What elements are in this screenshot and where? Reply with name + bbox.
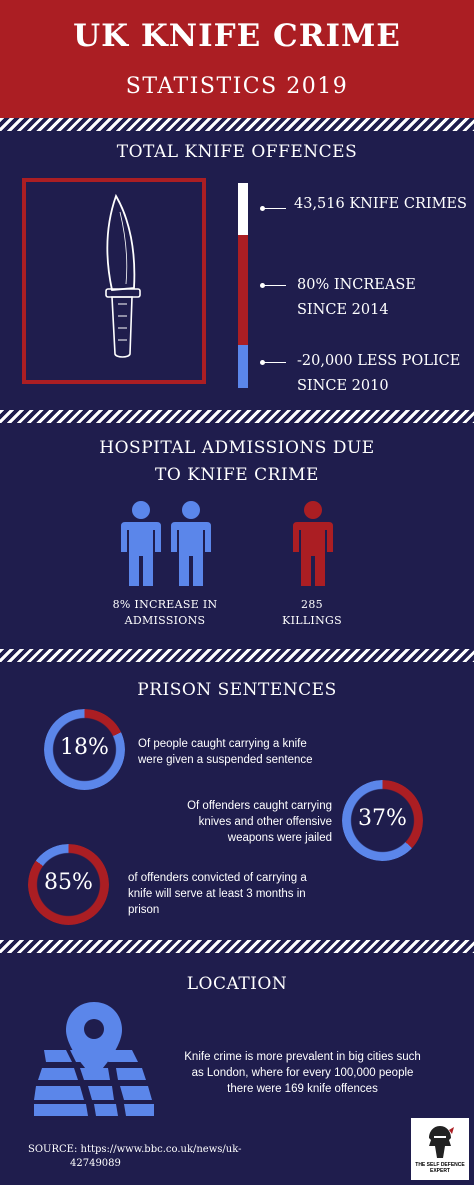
source-line1: SOURCE: https://www.bbc.co.uk/news/uk- [28, 1144, 242, 1155]
stat-pointer [260, 360, 286, 365]
percent-label: 18% [60, 735, 109, 760]
hospital-title-line2: TO KNIFE CRIME [155, 465, 319, 485]
stat-increase: 80% INCREASE [297, 277, 416, 293]
location-text-line1: Knife crime is more prevalent in big cit… [184, 1051, 421, 1063]
stat-pointer [260, 283, 286, 288]
prison-desc-line2: were given a suspended sentence [138, 754, 313, 766]
admissions-caption-line1: 8% INCREASE IN [112, 598, 218, 611]
stat-knife-crimes: 43,516 KNIFE CRIMES [294, 196, 467, 212]
location-text-line3: there were 169 knife offences [227, 1083, 378, 1095]
prison-desc-line3: weapons were jailed [227, 832, 332, 844]
prison-title: PRISON SENTENCES [137, 680, 337, 700]
divider [0, 118, 474, 131]
percent-ring: 18% [44, 709, 125, 790]
prison-desc-line2: knife will serve at least 3 months in [128, 888, 306, 900]
divider [0, 649, 474, 662]
prison-desc-line1: Of offenders caught carrying [187, 800, 332, 812]
divider [0, 940, 474, 953]
stat-pointer [260, 206, 286, 211]
brand-name-line1: THE SELF DEFENCE [415, 1162, 465, 1168]
prison-desc-line3: prison [128, 904, 160, 916]
stat-bar [238, 183, 248, 388]
location-text: Knife crime is more prevalent in big cit… [170, 1049, 435, 1097]
prison-desc-line1: of offenders convicted of carrying a [128, 872, 307, 884]
page-subtitle: STATISTICS 2019 [125, 74, 349, 99]
header-banner [0, 0, 474, 118]
offences-title: TOTAL KNIFE OFFENCES [116, 142, 358, 162]
knife-icon [105, 193, 141, 358]
brand-name: THE SELF DEFENCE EXPERT [411, 1162, 469, 1174]
killings-label: KILLINGS [282, 614, 342, 627]
brand-name-line2: EXPERT [429, 1168, 450, 1174]
prison-desc-line2: knives and other offensive [198, 816, 332, 828]
percent-ring: 85% [28, 844, 109, 925]
person-icon [171, 501, 211, 586]
source-line2: 42749089 [70, 1158, 121, 1169]
percent-label: 85% [44, 870, 93, 895]
knife-frame [22, 178, 206, 384]
person-icon [293, 501, 333, 586]
stat-increase-since: SINCE 2014 [297, 302, 389, 318]
hospital-title-line1: HOSPITAL ADMISSIONS DUE [99, 438, 375, 458]
map-pin-icon [66, 1002, 122, 1078]
stat-police-since: SINCE 2010 [297, 378, 389, 394]
prison-desc-line1: Of people caught carrying a knife [138, 738, 307, 750]
percent-ring: 37% [342, 780, 423, 861]
map-icon [34, 1002, 154, 1116]
divider [0, 410, 474, 423]
stat-police: -20,000 LESS POLICE [297, 353, 461, 369]
location-text-line2: as London, where for every 100,000 peopl… [191, 1067, 414, 1079]
admissions-caption-line2: ADMISSIONS [124, 614, 206, 627]
percent-label: 37% [358, 806, 407, 831]
location-title: LOCATION [186, 974, 288, 994]
knight-icon [429, 1126, 454, 1158]
brand-logo: THE SELF DEFENCE EXPERT [411, 1118, 469, 1180]
killings-number: 285 [301, 598, 323, 611]
person-icon [121, 501, 161, 586]
page-title: UK KNIFE CRIME [73, 18, 401, 54]
source-note: SOURCE: https://www.bbc.co.uk/news/uk- 4… [28, 1143, 258, 1171]
